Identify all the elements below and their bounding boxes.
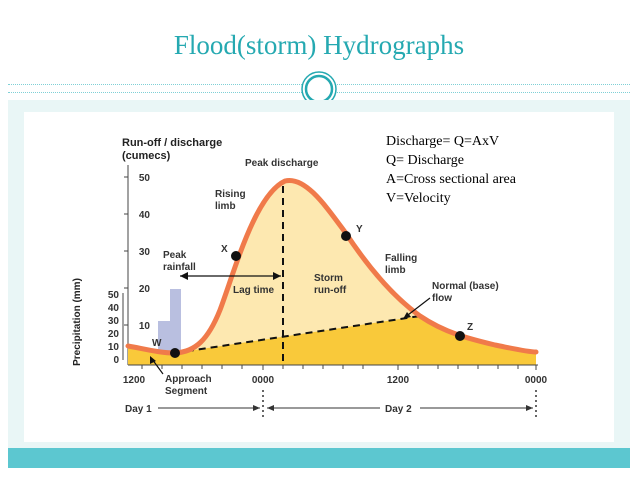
time-axis-ticks	[141, 365, 537, 370]
discharge-formula-note: Discharge= Q=AxV Q= Discharge A=Cross se…	[386, 132, 516, 208]
storm-runoff-area	[128, 180, 536, 365]
point-y-label: Y	[356, 224, 363, 235]
base-flow-area	[128, 316, 536, 365]
precip-tick-label: 40	[108, 303, 120, 314]
day2-label: Day 2	[385, 404, 412, 415]
note-line: Discharge= Q=AxV	[386, 134, 500, 149]
hydrograph-curve	[125, 177, 539, 356]
slide-title: Flood(storm) Hydrographs	[173, 30, 465, 60]
point-z-marker	[455, 331, 465, 341]
base-flow-label-line1: Normal (base)	[432, 281, 499, 292]
precip-tick-label: 10	[108, 342, 120, 353]
note-line: V=Velocity	[386, 191, 451, 206]
base-flow-separation-line	[174, 315, 421, 354]
storm-runoff-label-line1: Storm	[314, 273, 343, 284]
note-line: A=Cross sectional area	[386, 172, 516, 187]
day2-arrowhead-right	[526, 405, 533, 411]
peak-rainfall-label-line2: rainfall	[163, 262, 196, 273]
circle-ornament-icon	[301, 71, 337, 107]
x-tick-label: 0000	[252, 375, 275, 386]
precip-tick-label: 50	[108, 290, 120, 301]
y-axis-title-line2: (cumecs)	[122, 150, 171, 162]
storm-runoff-label-line2: run-off	[314, 285, 347, 296]
point-w-marker	[170, 348, 180, 358]
discharge-axis-ticks	[124, 176, 128, 326]
y-tick-label: 20	[139, 284, 151, 295]
footer-band	[8, 448, 630, 468]
lag-time-arrowhead-right	[273, 272, 281, 280]
point-y-marker	[341, 231, 351, 241]
precip-tick-label: 30	[108, 316, 120, 327]
point-z-label: Z	[467, 322, 473, 333]
point-x-marker	[231, 251, 241, 261]
day1-label: Day 1	[125, 404, 152, 415]
precipitation-axis-title: Precipitation (mm)	[72, 278, 83, 366]
point-w-label: W	[152, 338, 162, 349]
rising-limb-label-line1: Rising	[215, 189, 246, 200]
x-tick-label: 1200	[123, 375, 146, 386]
x-tick-label: 0000	[525, 375, 548, 386]
approach-segment-pointer-arrowhead	[150, 356, 156, 364]
peak-discharge-label: Peak discharge	[245, 158, 319, 169]
day1-arrowhead	[253, 405, 260, 411]
note-line: Q= Discharge	[386, 153, 465, 168]
y-tick-label: 30	[139, 247, 151, 258]
base-flow-label-line2: flow	[432, 293, 452, 304]
peak-rainfall-label-line1: Peak	[163, 250, 187, 261]
approach-segment-label-line2: Segment	[165, 386, 208, 397]
rainfall-bar-peak	[170, 289, 181, 365]
lag-time-label: Lag time	[233, 285, 275, 296]
point-x-label: X	[221, 244, 228, 255]
y-tick-label: 50	[139, 173, 151, 184]
falling-limb-label-line2: limb	[385, 265, 406, 276]
y-tick-label: 40	[139, 210, 151, 221]
base-flow-pointer-arrowhead	[403, 312, 411, 319]
rising-limb-label-line2: limb	[215, 201, 236, 212]
lag-time-arrowhead-left	[180, 272, 188, 280]
precip-tick-label: 20	[108, 329, 120, 340]
y-axis-title-line1: Run-off / discharge	[122, 137, 222, 149]
day2-arrowhead-left	[267, 405, 274, 411]
y-tick-label: 10	[139, 321, 151, 332]
approach-segment-label-line1: Approach	[165, 374, 212, 385]
precip-tick-label: 0	[113, 355, 119, 366]
x-tick-label: 1200	[387, 375, 410, 386]
falling-limb-label-line1: Falling	[385, 253, 417, 264]
